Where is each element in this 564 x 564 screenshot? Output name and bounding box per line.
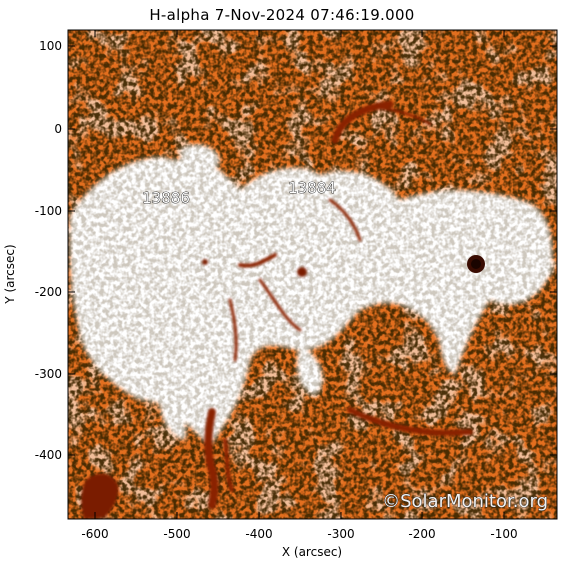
x-tick-label: -400 [245,527,272,541]
y-tick-label: -100 [35,204,62,218]
solarmonitor-watermark: ©SolarMonitor.org [382,491,548,512]
x-tick-label: -600 [81,527,108,541]
region-label-13884: 13884 [288,179,336,197]
y-tick-label: -400 [35,448,62,462]
sunspot [467,255,485,273]
x-tick-label: -200 [408,527,435,541]
x-tick-label: -100 [490,527,517,541]
filaments [204,100,473,509]
dark-blobs [81,259,307,519]
y-ticks: 100 0 -100 -200 -300 -400 [35,39,557,462]
x-axis-label: X (arcsec) [282,545,342,559]
image-title: H-alpha 7-Nov-2024 07:46:19.000 [149,6,415,24]
region-label-13886: 13886 [142,189,190,207]
y-axis-label: Y (arcsec) [3,244,17,304]
plot-frame [67,29,558,520]
y-tick-label: -300 [35,367,62,381]
x-ticks: -600 -500 -400 -300 -200 -100 [81,30,518,541]
x-tick-label: -500 [163,527,190,541]
y-tick-label: 0 [54,122,62,136]
x-tick-label: -300 [327,527,354,541]
y-tick-label: -200 [35,285,62,299]
h-alpha-image [68,30,557,519]
y-tick-label: 100 [39,39,62,53]
